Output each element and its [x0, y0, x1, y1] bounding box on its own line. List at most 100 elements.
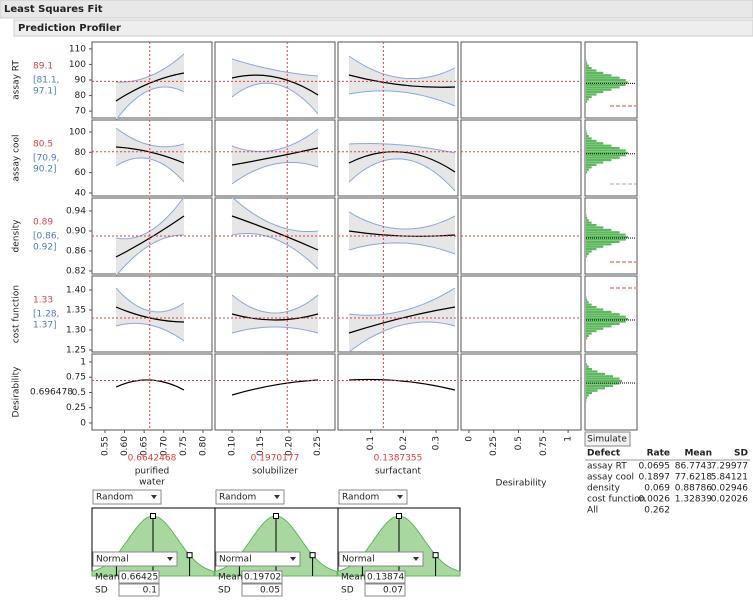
y-tick-label: 1 [80, 357, 86, 367]
sd-input[interactable] [241, 583, 283, 597]
distribution-handle[interactable] [396, 513, 402, 519]
sd-input-value[interactable]: 0.07 [383, 586, 403, 596]
mean-input-value[interactable]: 0.19702 [244, 573, 281, 583]
histogram-bar [586, 308, 604, 311]
y-tick-label: 0.75 [66, 373, 86, 383]
y-tick-label: 1.25 [66, 346, 86, 356]
x-tick-label: 0 [464, 436, 474, 442]
profile-panel [460, 353, 582, 431]
distribution-dropdown-label[interactable]: Normal [342, 555, 375, 565]
section-bar[interactable] [13, 19, 753, 37]
histogram-bar [586, 372, 605, 375]
confidence-band [232, 295, 318, 333]
random-dropdown-label[interactable]: Random [96, 493, 133, 503]
x-tick-label: 0.75 [179, 436, 189, 456]
distribution-handle[interactable] [273, 513, 279, 519]
prediction-trace [115, 215, 185, 258]
y-tick-label: 80 [75, 91, 87, 101]
confidence-limit [348, 143, 456, 154]
y-tick-label: 100 [69, 60, 86, 70]
y-tick-label: 0.90 [66, 227, 86, 237]
simulate-label[interactable]: Simulate [587, 435, 627, 445]
distribution-dropdown-label[interactable]: Normal [219, 555, 252, 565]
confidence-band [349, 288, 455, 352]
histogram-bar [586, 147, 620, 150]
confidence-limit [231, 232, 319, 270]
random-dropdown[interactable] [215, 489, 285, 505]
mean-input-value[interactable]: 0.66425 [121, 573, 158, 583]
y-tick-label: 1.35 [66, 306, 86, 316]
random-dropdown-label[interactable]: Random [219, 493, 256, 503]
factor-value[interactable]: 0.6642468 [128, 454, 177, 464]
sd-input-value[interactable]: 0.1 [143, 586, 157, 596]
x-tick-label: 0.25 [313, 436, 323, 456]
random-dropdown[interactable] [338, 489, 408, 505]
confidence-limit [348, 90, 456, 107]
histogram-bar [586, 322, 620, 325]
mean-input-value[interactable]: 0.13874 [367, 573, 404, 583]
prediction-trace [231, 215, 319, 251]
distribution-handle[interactable] [432, 552, 439, 559]
histogram-bar [586, 93, 597, 96]
histogram-bar [586, 88, 612, 91]
response-name: Desirability [12, 366, 22, 418]
mean-input[interactable] [364, 570, 406, 584]
table-cell: assay RT [587, 462, 627, 472]
histogram-bar [586, 248, 597, 251]
profile-panel [214, 353, 336, 431]
distribution-dropdown[interactable] [215, 551, 301, 567]
dropdown-arrow [274, 495, 280, 499]
histogram-bar [586, 315, 626, 318]
histogram-bar [586, 67, 592, 70]
histogram-bar [586, 100, 588, 103]
histogram-bar [586, 303, 592, 306]
response-name: assay cool [12, 134, 22, 181]
dropdown-arrow [167, 557, 173, 561]
histogram-bar [586, 370, 598, 373]
confidence-limit [348, 211, 456, 230]
histogram-bar [586, 389, 598, 392]
title-bar [0, 0, 753, 19]
histogram-bar [586, 71, 604, 75]
distribution-handle[interactable] [150, 513, 156, 519]
mean-input[interactable] [118, 570, 160, 584]
confidence-limit [348, 242, 456, 255]
distribution-handle[interactable] [186, 552, 193, 559]
factor-value[interactable]: 0.1387355 [374, 454, 423, 464]
random-dropdown[interactable] [92, 489, 162, 505]
table-header: SD [734, 449, 748, 459]
response-value: 0.89 [33, 218, 53, 228]
sd-input[interactable] [364, 583, 406, 597]
distribution-dropdown[interactable] [92, 551, 178, 567]
histogram-bar [586, 240, 620, 243]
response-interval: [70.9, [33, 154, 59, 164]
mean-label: Mean [95, 573, 120, 583]
factor-value[interactable]: 0.1970177 [251, 454, 300, 464]
y-tick-label: 0.5 [72, 388, 86, 398]
histogram-bar [586, 243, 612, 246]
sd-input-value[interactable]: 0.05 [260, 586, 280, 596]
histogram-bar [586, 380, 622, 383]
simulate-button[interactable] [584, 431, 631, 447]
distribution-dropdown-label[interactable]: Normal [96, 555, 129, 565]
distribution-handle[interactable] [309, 552, 316, 559]
histogram-bar [586, 64, 589, 67]
histogram-bar [586, 81, 628, 84]
prediction-trace [231, 379, 319, 396]
confidence-limit [231, 58, 319, 77]
sd-label: SD [95, 586, 108, 596]
histogram-bar [586, 330, 597, 333]
y-tick-label: 80 [75, 148, 87, 158]
histogram-bar [586, 250, 592, 253]
sd-input[interactable] [118, 583, 160, 597]
x-tick-label: 0.25 [489, 436, 499, 456]
distribution-dropdown[interactable] [338, 551, 424, 567]
prediction-trace [231, 147, 319, 166]
y-tick-label: 60 [75, 168, 87, 178]
table-cell: All [587, 506, 598, 516]
histogram-bar [586, 325, 612, 328]
mean-input[interactable] [241, 570, 283, 584]
table-cell: 0.0695 [639, 462, 671, 472]
random-dropdown-label[interactable]: Random [342, 493, 379, 503]
section-title[interactable]: Prediction Profiler [18, 23, 121, 34]
